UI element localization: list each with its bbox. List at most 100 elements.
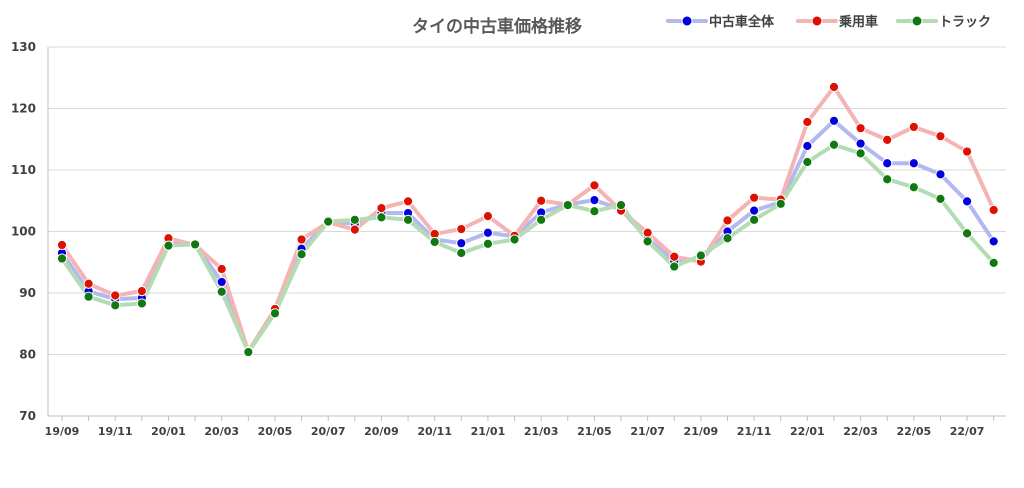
data-point bbox=[855, 148, 866, 159]
legend-item-trucks: トラック bbox=[896, 15, 991, 30]
data-point bbox=[749, 192, 760, 203]
y-tick-label: 100 bbox=[11, 225, 36, 239]
y-tick-label: 110 bbox=[11, 163, 36, 177]
data-point bbox=[536, 214, 547, 225]
x-tick-label: 20/11 bbox=[417, 425, 452, 438]
data-point bbox=[456, 223, 467, 235]
data-point bbox=[615, 199, 627, 211]
x-tick-label: 21/09 bbox=[684, 425, 719, 438]
data-point bbox=[722, 215, 733, 226]
legend-item-used-cars-total: 中古車全体 bbox=[666, 14, 775, 30]
data-point bbox=[642, 227, 653, 238]
x-tick-label: 22/05 bbox=[897, 425, 932, 438]
series-line bbox=[60, 118, 996, 355]
data-point bbox=[961, 228, 973, 239]
x-tick-label: 20/05 bbox=[258, 425, 293, 438]
legend-label: 中古車全体 bbox=[709, 14, 775, 30]
y-tick-label: 120 bbox=[11, 102, 36, 116]
x-tick-label: 21/03 bbox=[524, 425, 559, 438]
data-point bbox=[802, 116, 813, 128]
data-point bbox=[296, 249, 307, 260]
data-point bbox=[961, 146, 973, 157]
data-point bbox=[323, 216, 334, 227]
x-tick-label: 19/11 bbox=[98, 425, 133, 438]
data-point bbox=[775, 198, 786, 209]
data-point bbox=[110, 300, 121, 311]
data-point bbox=[83, 291, 94, 302]
legend: 中古車全体 乗用車 トラック bbox=[666, 14, 991, 30]
data-point bbox=[908, 182, 919, 193]
data-point bbox=[828, 115, 840, 126]
data-point bbox=[216, 276, 227, 288]
legend-marker bbox=[811, 15, 823, 27]
data-point bbox=[482, 211, 494, 222]
x-tick-label: 19/09 bbox=[45, 425, 80, 438]
legend-label: 乗用車 bbox=[838, 14, 878, 30]
data-point bbox=[935, 131, 946, 142]
series-line bbox=[60, 84, 996, 354]
plot-area bbox=[56, 81, 999, 358]
x-tick-label: 22/07 bbox=[950, 425, 985, 438]
data-point bbox=[163, 240, 174, 251]
data-point bbox=[562, 199, 573, 211]
data-point bbox=[296, 234, 307, 245]
data-point bbox=[110, 290, 121, 301]
data-point bbox=[269, 308, 281, 319]
data-point bbox=[749, 214, 760, 225]
y-tick-label: 90 bbox=[19, 286, 36, 300]
data-point bbox=[589, 206, 600, 217]
data-point bbox=[56, 253, 68, 264]
data-point bbox=[828, 139, 840, 150]
x-tick-label: 20/09 bbox=[364, 425, 399, 438]
data-point bbox=[456, 238, 467, 249]
data-point bbox=[882, 174, 893, 185]
legend-marker bbox=[681, 15, 693, 27]
data-point bbox=[589, 195, 600, 206]
data-point bbox=[243, 346, 254, 358]
data-point bbox=[83, 278, 94, 289]
data-point bbox=[855, 138, 866, 149]
data-point bbox=[988, 236, 999, 247]
data-point bbox=[429, 236, 440, 248]
legend-item-passenger-cars: 乗用車 bbox=[796, 14, 878, 30]
data-point bbox=[935, 193, 946, 205]
data-point bbox=[855, 123, 866, 134]
data-point bbox=[802, 156, 813, 168]
data-point bbox=[908, 158, 919, 169]
x-tick-label: 21/07 bbox=[630, 425, 665, 438]
data-point bbox=[349, 214, 360, 225]
data-point bbox=[935, 169, 946, 180]
legend-label: トラック bbox=[939, 15, 991, 30]
data-point bbox=[988, 257, 999, 268]
data-point bbox=[509, 234, 520, 245]
data-point bbox=[136, 286, 147, 297]
data-point bbox=[482, 227, 494, 238]
data-point bbox=[642, 236, 653, 247]
data-point bbox=[589, 180, 600, 191]
data-point bbox=[376, 203, 387, 214]
data-point bbox=[988, 204, 999, 216]
data-point bbox=[669, 251, 680, 262]
data-point bbox=[376, 212, 387, 223]
data-point bbox=[136, 298, 147, 309]
x-tick-label: 22/01 bbox=[790, 425, 825, 438]
data-point bbox=[402, 196, 414, 207]
x-tick-label: 20/03 bbox=[204, 425, 239, 438]
data-point bbox=[882, 158, 893, 169]
y-tick-label: 70 bbox=[19, 409, 36, 423]
data-point bbox=[216, 286, 227, 297]
data-point bbox=[722, 233, 733, 244]
data-point bbox=[695, 250, 706, 261]
data-point bbox=[349, 224, 360, 235]
data-point bbox=[749, 205, 760, 216]
x-tick-label: 20/07 bbox=[311, 425, 346, 438]
grid bbox=[48, 46, 1006, 355]
data-point bbox=[216, 263, 227, 275]
data-point bbox=[908, 121, 919, 133]
data-point bbox=[882, 134, 893, 145]
legend-marker bbox=[911, 15, 923, 27]
data-point bbox=[456, 247, 467, 259]
data-point bbox=[828, 81, 840, 93]
y-tick-label: 80 bbox=[19, 348, 36, 362]
